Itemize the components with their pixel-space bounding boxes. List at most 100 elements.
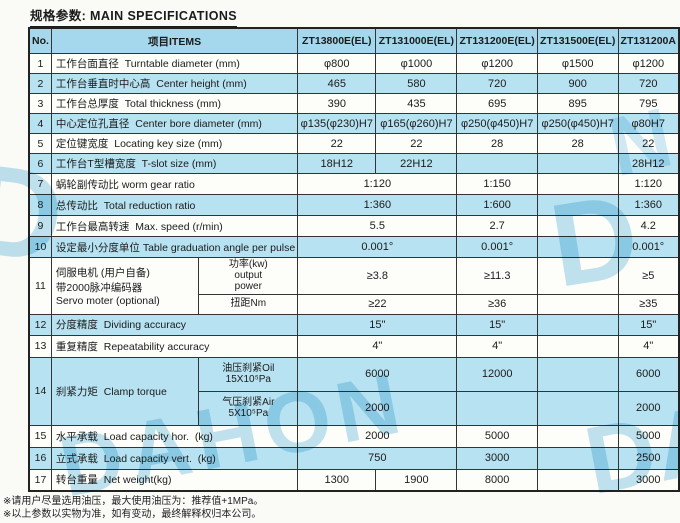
- spec-value: 6000: [297, 356, 458, 392]
- spec-value: φ250(φ450)H7: [536, 113, 619, 134]
- row-number: 13: [28, 334, 52, 358]
- spec-value: ≥11.3: [456, 257, 538, 295]
- spec-value: 22: [375, 133, 458, 154]
- spec-value: 8000: [456, 468, 538, 492]
- item-label: 立式承载 Load capacity vert. (kg): [50, 446, 299, 470]
- spec-value: 1:600: [456, 194, 538, 216]
- spec-value-empty: [536, 334, 619, 358]
- row-number: 16: [28, 446, 52, 470]
- col-header-model: ZT131200A: [617, 27, 680, 54]
- spec-value: 3000: [456, 446, 538, 470]
- footnote-line: ※以上参数以实物为准，如有变动，最终解释权归本公司。: [3, 508, 262, 520]
- spec-value: φ250(φ450)H7: [456, 113, 538, 134]
- spec-value: 1:150: [456, 173, 538, 195]
- spec-value: 4": [456, 334, 538, 358]
- item-label: 分度精度 Dividing accuracy: [50, 313, 299, 336]
- spec-value-empty: [536, 153, 619, 174]
- spec-value: φ1200: [456, 53, 538, 74]
- spec-value: 0.001°: [456, 236, 538, 258]
- spec-value: φ1200: [617, 53, 680, 74]
- item-label: 重复精度 Repeatability accuracy: [50, 334, 299, 358]
- spec-value: 1:120: [617, 173, 680, 195]
- spec-value: 5000: [617, 424, 680, 448]
- spec-value-empty: [536, 468, 619, 492]
- spec-value: 22: [617, 133, 680, 154]
- spec-value: 28: [456, 133, 538, 154]
- spec-row: 1 工作台面直径 Turntable diameter (mm) φ800 φ1000…: [28, 53, 680, 74]
- spec-value: 390: [297, 93, 377, 114]
- item-label: 工作台垂直时中心高 Center height (mm): [50, 73, 299, 94]
- spec-value: 2000: [297, 424, 458, 448]
- spec-value: 28H12: [617, 153, 680, 174]
- spec-value: φ1500: [536, 53, 619, 74]
- item-label: 转台重量 Net weight(kg): [50, 468, 299, 492]
- footnotes: ※请用户尽量选用油压，最大使用油压为：推荐值+1MPa。 ※以上参数以实物为准，…: [3, 496, 263, 521]
- spec-value: 18H12: [297, 153, 377, 174]
- col-header-no: No.: [28, 27, 52, 54]
- spec-row: 4 中心定位孔直径 Center bore diameter (mm) φ135(φ…: [28, 113, 680, 134]
- spec-value: 695: [456, 93, 538, 114]
- spec-value: 895: [536, 93, 619, 114]
- page-title: 规格参数: MAIN SPECIFICATIONS: [30, 5, 237, 28]
- spec-row: 3 工作台总厚度 Total thickness (mm) 390 435 695 895…: [28, 93, 680, 114]
- spec-value: 720: [456, 73, 538, 94]
- spec-value-empty: [536, 356, 619, 392]
- spec-row: 15 水平承载 Load capacity hor. (kg) 2000 5000 50…: [28, 424, 680, 448]
- spec-value-empty: [536, 390, 619, 426]
- spec-value: φ135(φ230)H7: [297, 113, 377, 134]
- spec-value: 28: [536, 133, 619, 154]
- spec-value: ≥22: [297, 293, 458, 315]
- spec-value-empty: [536, 173, 619, 195]
- spec-value: ≥35: [617, 293, 680, 315]
- spec-row: 17 转台重量 Net weight(kg) 1300 1900 8000 3000: [28, 468, 680, 492]
- col-header-model: ZT13800E(EL): [297, 27, 377, 54]
- spec-row: 13 重复精度 Repeatability accuracy 4" 4" 4": [28, 334, 680, 358]
- spec-value: φ80H7: [617, 113, 680, 134]
- spec-row: 7 蜗轮副传动比 worm gear ratio 1:120 1:150 1:120: [28, 173, 680, 195]
- spec-value: 900: [536, 73, 619, 94]
- spec-value-empty: [456, 390, 538, 426]
- item-sublabel: 油压刹紧Oil 15X10⁵Pa: [198, 356, 299, 392]
- row-number: 12: [28, 313, 52, 336]
- spec-value: 15": [617, 313, 680, 336]
- spec-value: 2500: [617, 446, 680, 470]
- spec-value: 1:120: [297, 173, 458, 195]
- spec-value: 22: [297, 133, 377, 154]
- item-label: 工作台最高转速 Max. speed (r/min): [50, 215, 299, 237]
- spec-value: 435: [375, 93, 458, 114]
- spec-value: 0.001°: [297, 236, 458, 258]
- spec-value: 15": [297, 313, 458, 336]
- col-header-model: ZT131200E(EL): [456, 27, 538, 54]
- table-header-row: No. 项目ITEMS ZT13800E(EL) ZT131000E(EL) ZT131…: [28, 27, 680, 54]
- spec-row: 8 总传动比 Total reduction ratio 1:360 1:600 1:3…: [28, 194, 680, 216]
- spec-value-empty: [536, 236, 619, 258]
- spec-value: 750: [297, 446, 458, 470]
- col-header-items: 项目ITEMS: [50, 27, 299, 54]
- row-number: 11: [28, 257, 52, 315]
- row-number: 8: [28, 194, 52, 216]
- spec-value: ≥3.8: [297, 257, 458, 295]
- spec-row: 11 伺服电机 (用户自备) 带2000脉冲编码器 Servo moter (op…: [28, 257, 680, 315]
- spec-table: No. 项目ITEMS ZT13800E(EL) ZT131000E(EL) ZT131…: [28, 27, 680, 493]
- item-label: 伺服电机 (用户自备) 带2000脉冲编码器 Servo moter (opti…: [50, 257, 200, 315]
- spec-value: 795: [617, 93, 680, 114]
- spec-value: 3000: [617, 468, 680, 492]
- spec-value: 1:360: [297, 194, 458, 216]
- spec-row: 5 定位键宽度 Locating key size (mm) 22 22 28 28 22: [28, 133, 680, 154]
- spec-value: 465: [297, 73, 377, 94]
- spec-row: 6 工作台T型槽宽度 T-slot size (mm) 18H12 22H12 28H1…: [28, 153, 680, 174]
- item-sublabel: 扭距Nm: [198, 293, 299, 315]
- spec-value: 2000: [617, 390, 680, 426]
- spec-value-empty: [536, 293, 619, 315]
- item-label: 总传动比 Total reduction ratio: [50, 194, 299, 216]
- item-label: 刹紧力矩 Clamp torque: [50, 356, 200, 426]
- row-number: 7: [28, 173, 52, 195]
- row-number: 1: [28, 53, 52, 74]
- spec-value: 4.2: [617, 215, 680, 237]
- row-number: 10: [28, 236, 52, 258]
- spec-value: ≥5: [617, 257, 680, 295]
- spec-row: 2 工作台垂直时中心高 Center height (mm) 465 580 720 90…: [28, 73, 680, 94]
- spec-value: 15": [456, 313, 538, 336]
- item-label: 工作台总厚度 Total thickness (mm): [50, 93, 299, 114]
- item-label: 蜗轮副传动比 worm gear ratio: [50, 173, 299, 195]
